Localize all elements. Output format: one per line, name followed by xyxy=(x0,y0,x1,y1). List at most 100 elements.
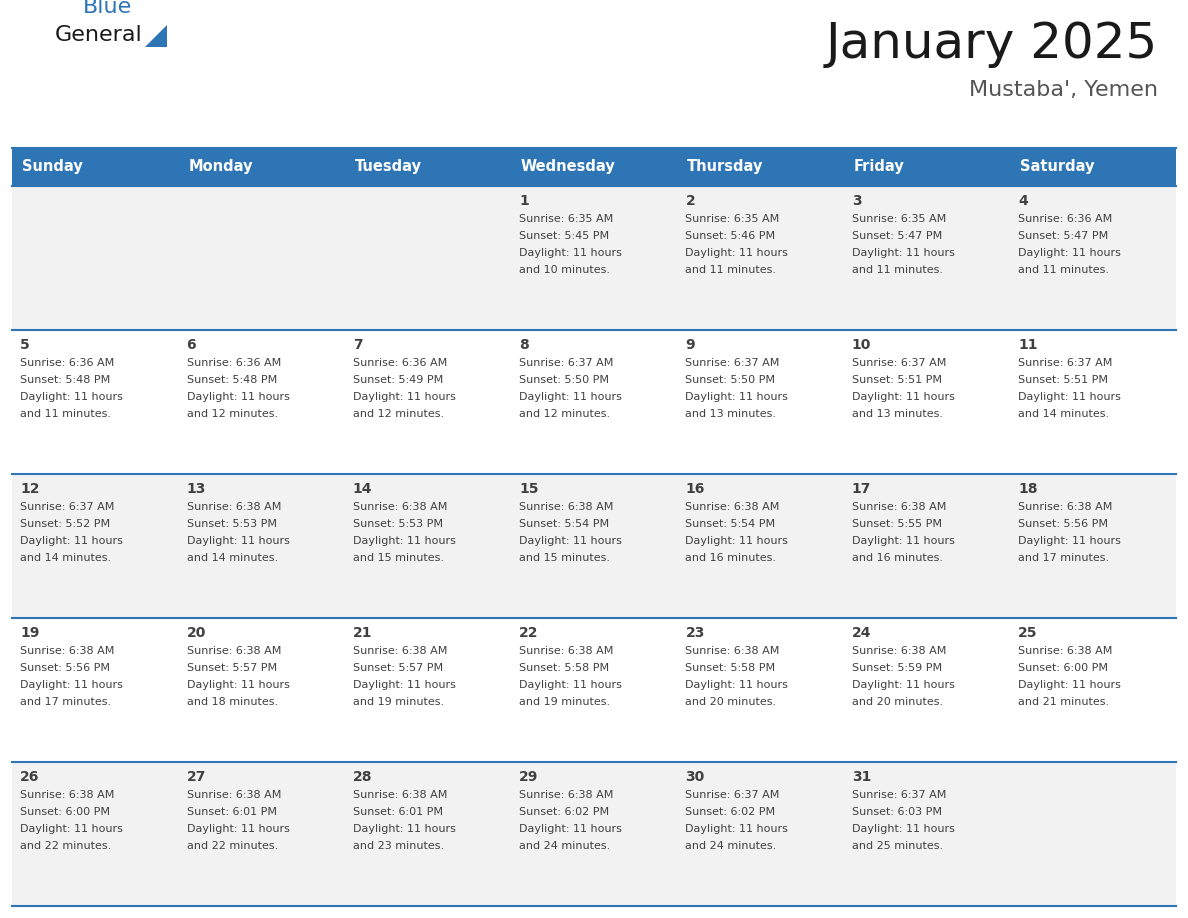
Text: Daylight: 11 hours: Daylight: 11 hours xyxy=(685,248,789,258)
Text: Sunrise: 6:38 AM: Sunrise: 6:38 AM xyxy=(187,790,282,800)
Text: Mustaba', Yemen: Mustaba', Yemen xyxy=(969,80,1158,100)
Text: Sunset: 5:46 PM: Sunset: 5:46 PM xyxy=(685,231,776,241)
Text: 15: 15 xyxy=(519,482,538,496)
Text: 25: 25 xyxy=(1018,626,1037,640)
Text: Daylight: 11 hours: Daylight: 11 hours xyxy=(353,536,456,546)
Bar xyxy=(677,330,843,474)
Text: Daylight: 11 hours: Daylight: 11 hours xyxy=(20,680,124,690)
Polygon shape xyxy=(145,25,168,47)
Bar xyxy=(12,148,1176,186)
Bar xyxy=(12,186,178,330)
Bar xyxy=(12,474,178,618)
Text: Sunset: 5:58 PM: Sunset: 5:58 PM xyxy=(519,663,609,673)
Text: and 14 minutes.: and 14 minutes. xyxy=(20,553,112,563)
Text: Sunset: 5:47 PM: Sunset: 5:47 PM xyxy=(852,231,942,241)
Text: Daylight: 11 hours: Daylight: 11 hours xyxy=(685,824,789,834)
Text: Sunrise: 6:38 AM: Sunrise: 6:38 AM xyxy=(20,646,115,656)
Bar xyxy=(345,474,511,618)
Text: and 13 minutes.: and 13 minutes. xyxy=(685,409,777,419)
Text: Sunrise: 6:38 AM: Sunrise: 6:38 AM xyxy=(187,502,282,512)
Text: Sunrise: 6:38 AM: Sunrise: 6:38 AM xyxy=(1018,646,1112,656)
Text: Daylight: 11 hours: Daylight: 11 hours xyxy=(353,392,456,402)
Text: Sunrise: 6:38 AM: Sunrise: 6:38 AM xyxy=(685,646,779,656)
Text: Sunset: 5:57 PM: Sunset: 5:57 PM xyxy=(353,663,443,673)
Text: January 2025: January 2025 xyxy=(826,20,1158,68)
Text: 17: 17 xyxy=(852,482,871,496)
Text: Sunrise: 6:38 AM: Sunrise: 6:38 AM xyxy=(852,646,946,656)
Text: 29: 29 xyxy=(519,770,538,784)
Bar xyxy=(1010,762,1176,906)
Text: General: General xyxy=(55,25,143,45)
Text: 16: 16 xyxy=(685,482,704,496)
Text: Sunset: 5:59 PM: Sunset: 5:59 PM xyxy=(852,663,942,673)
Text: Daylight: 11 hours: Daylight: 11 hours xyxy=(685,536,789,546)
Text: 19: 19 xyxy=(20,626,39,640)
Text: Sunset: 5:54 PM: Sunset: 5:54 PM xyxy=(519,519,609,529)
Text: Sunrise: 6:38 AM: Sunrise: 6:38 AM xyxy=(519,502,613,512)
Text: 8: 8 xyxy=(519,338,529,352)
Text: and 17 minutes.: and 17 minutes. xyxy=(1018,553,1110,563)
Bar xyxy=(345,762,511,906)
Text: and 20 minutes.: and 20 minutes. xyxy=(852,697,943,707)
Text: and 20 minutes.: and 20 minutes. xyxy=(685,697,777,707)
Text: Daylight: 11 hours: Daylight: 11 hours xyxy=(685,680,789,690)
Text: and 12 minutes.: and 12 minutes. xyxy=(519,409,611,419)
Text: and 11 minutes.: and 11 minutes. xyxy=(685,265,777,275)
Bar xyxy=(178,618,345,762)
Bar xyxy=(178,330,345,474)
Text: and 25 minutes.: and 25 minutes. xyxy=(852,841,943,851)
Text: Sunset: 5:51 PM: Sunset: 5:51 PM xyxy=(1018,375,1108,385)
Text: Daylight: 11 hours: Daylight: 11 hours xyxy=(519,536,623,546)
Text: 5: 5 xyxy=(20,338,30,352)
Text: Sunset: 5:56 PM: Sunset: 5:56 PM xyxy=(1018,519,1108,529)
Bar xyxy=(843,474,1010,618)
Text: Sunset: 6:02 PM: Sunset: 6:02 PM xyxy=(685,807,776,817)
Text: Sunset: 5:48 PM: Sunset: 5:48 PM xyxy=(20,375,110,385)
Text: Sunset: 5:50 PM: Sunset: 5:50 PM xyxy=(519,375,609,385)
Text: Daylight: 11 hours: Daylight: 11 hours xyxy=(1018,248,1121,258)
Text: 23: 23 xyxy=(685,626,704,640)
Text: Thursday: Thursday xyxy=(687,160,764,174)
Text: 24: 24 xyxy=(852,626,871,640)
Bar xyxy=(178,762,345,906)
Text: Monday: Monday xyxy=(188,160,253,174)
Text: Sunrise: 6:35 AM: Sunrise: 6:35 AM xyxy=(519,214,613,224)
Bar xyxy=(345,618,511,762)
Bar xyxy=(843,330,1010,474)
Text: 9: 9 xyxy=(685,338,695,352)
Text: 14: 14 xyxy=(353,482,372,496)
Text: Sunrise: 6:37 AM: Sunrise: 6:37 AM xyxy=(685,790,779,800)
Text: Saturday: Saturday xyxy=(1019,160,1094,174)
Text: and 22 minutes.: and 22 minutes. xyxy=(187,841,278,851)
Bar xyxy=(12,618,178,762)
Text: and 11 minutes.: and 11 minutes. xyxy=(1018,265,1110,275)
Text: Sunrise: 6:35 AM: Sunrise: 6:35 AM xyxy=(685,214,779,224)
Bar xyxy=(511,474,677,618)
Text: Sunrise: 6:37 AM: Sunrise: 6:37 AM xyxy=(852,790,946,800)
Text: Daylight: 11 hours: Daylight: 11 hours xyxy=(353,680,456,690)
Bar xyxy=(677,186,843,330)
Bar xyxy=(178,186,345,330)
Bar xyxy=(345,186,511,330)
Text: 2: 2 xyxy=(685,194,695,208)
Text: 30: 30 xyxy=(685,770,704,784)
Text: Daylight: 11 hours: Daylight: 11 hours xyxy=(187,392,290,402)
Text: Sunrise: 6:38 AM: Sunrise: 6:38 AM xyxy=(353,502,447,512)
Text: 26: 26 xyxy=(20,770,39,784)
Text: 21: 21 xyxy=(353,626,372,640)
Text: 3: 3 xyxy=(852,194,861,208)
Bar xyxy=(843,618,1010,762)
Text: Sunrise: 6:38 AM: Sunrise: 6:38 AM xyxy=(1018,502,1112,512)
Text: Sunset: 5:53 PM: Sunset: 5:53 PM xyxy=(353,519,443,529)
Text: Daylight: 11 hours: Daylight: 11 hours xyxy=(187,680,290,690)
Text: 10: 10 xyxy=(852,338,871,352)
Text: Daylight: 11 hours: Daylight: 11 hours xyxy=(852,392,955,402)
Text: Sunset: 5:55 PM: Sunset: 5:55 PM xyxy=(852,519,942,529)
Text: Sunrise: 6:36 AM: Sunrise: 6:36 AM xyxy=(1018,214,1112,224)
Text: Daylight: 11 hours: Daylight: 11 hours xyxy=(519,392,623,402)
Text: Sunset: 5:48 PM: Sunset: 5:48 PM xyxy=(187,375,277,385)
Text: Daylight: 11 hours: Daylight: 11 hours xyxy=(187,536,290,546)
Text: Sunset: 5:58 PM: Sunset: 5:58 PM xyxy=(685,663,776,673)
Text: Daylight: 11 hours: Daylight: 11 hours xyxy=(519,680,623,690)
Text: Sunset: 5:50 PM: Sunset: 5:50 PM xyxy=(685,375,776,385)
